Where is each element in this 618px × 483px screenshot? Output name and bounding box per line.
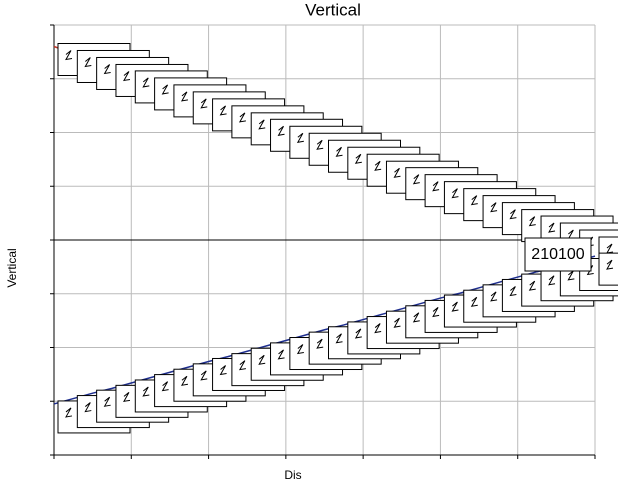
label-glyph xyxy=(374,323,382,334)
label-glyph xyxy=(142,386,150,397)
label-glyph xyxy=(103,64,111,75)
label-glyph xyxy=(258,354,266,365)
label-glyph xyxy=(374,160,382,171)
label-glyph xyxy=(567,270,575,281)
label-glyph xyxy=(103,396,111,407)
label-glyph xyxy=(219,365,227,376)
label-glyph xyxy=(238,360,246,371)
label-glyph xyxy=(490,202,498,213)
label-glyph xyxy=(393,317,401,328)
label-glyph xyxy=(470,296,478,307)
label-glyph xyxy=(84,57,92,68)
label-glyph xyxy=(200,98,208,109)
annotation-box xyxy=(524,237,592,272)
label-glyph xyxy=(509,209,517,220)
label-glyph xyxy=(84,402,92,413)
label-glyph xyxy=(451,188,459,199)
label-glyph xyxy=(412,312,420,323)
label-glyph xyxy=(606,243,614,254)
label-glyph xyxy=(606,259,614,270)
label-glyph xyxy=(123,71,131,82)
label-glyph xyxy=(509,286,517,297)
label-glyph xyxy=(335,146,343,157)
label-glyph xyxy=(142,77,150,88)
label-glyph xyxy=(123,391,131,403)
label-glyph xyxy=(451,301,459,312)
label-glyph xyxy=(412,174,420,185)
label-glyph xyxy=(277,125,285,136)
label-glyph xyxy=(354,153,362,164)
label-glyph xyxy=(161,381,169,392)
title-gap xyxy=(360,2,402,22)
label-glyph xyxy=(296,132,304,143)
label-glyph xyxy=(528,280,536,291)
label-glyph xyxy=(432,307,440,318)
label-glyph xyxy=(65,407,73,418)
label-glyph xyxy=(354,328,362,339)
label-glyph xyxy=(219,105,227,116)
label-glyph xyxy=(548,222,556,233)
label-glyph xyxy=(65,50,73,61)
label-glyph xyxy=(335,333,343,344)
label-glyph xyxy=(528,216,536,227)
label-glyph xyxy=(393,167,401,178)
chart-title: Vertical xyxy=(305,0,361,19)
label-glyph xyxy=(470,195,478,206)
x-axis-label: Dis xyxy=(284,468,301,482)
label-glyph xyxy=(316,139,324,150)
label-glyph xyxy=(432,181,440,192)
label-glyph xyxy=(200,370,208,381)
label-glyph xyxy=(277,349,285,360)
y-axis-label: Vertical xyxy=(5,248,19,287)
label-glyph xyxy=(548,275,556,286)
annotation: 210100 xyxy=(531,246,584,263)
label-glyph xyxy=(316,338,324,349)
label-glyph xyxy=(490,291,498,302)
label-glyph xyxy=(161,84,169,95)
label-glyph xyxy=(296,344,304,355)
label-glyph xyxy=(258,119,266,130)
label-glyph xyxy=(180,91,189,102)
label-glyph xyxy=(238,112,246,123)
label-glyph xyxy=(180,375,189,386)
